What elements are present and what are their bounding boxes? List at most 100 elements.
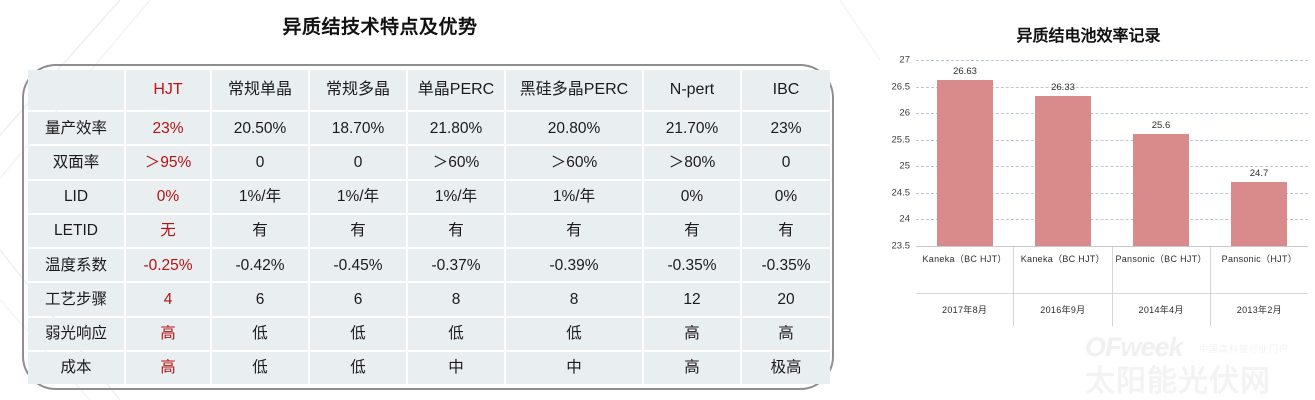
- gridline: [916, 113, 1308, 115]
- cell-black-si: 20.80%: [506, 112, 642, 145]
- y-axis-tick: 27: [899, 54, 910, 66]
- bar-group: 24.7: [1210, 60, 1308, 246]
- row-label: 工艺步骤: [28, 283, 124, 316]
- cell-mono-perc: 有: [408, 214, 504, 247]
- x-axis: Kaneka（BC HJT） 2017年8月 Kaneka（BC HJT） 2016年…: [916, 246, 1308, 326]
- cell-mono: 低: [212, 317, 308, 350]
- header-mono: 常规单晶: [212, 70, 308, 110]
- x-axis-category-date: 2017年8月: [942, 305, 988, 315]
- efficiency-chart-panel: 异质结电池效率记录 23.5 24 24.5 25 25.5 26 26.5 27 26.63…: [862, 0, 1315, 400]
- cell-hjt: 高: [126, 351, 210, 384]
- cell-poly: 有: [310, 214, 406, 247]
- y-axis-tick: 24: [899, 213, 910, 225]
- x-axis-category: Pansonic（BC HJT） 2014年4月: [1112, 247, 1211, 326]
- x-axis-category: Kaneka（BC HJT） 2016年9月: [1014, 247, 1113, 326]
- cell-black-si: ＞60%: [506, 146, 642, 179]
- cell-black-si: -0.39%: [506, 249, 642, 282]
- x-axis-separator: [1210, 293, 1308, 294]
- cell-hjt: -0.25%: [126, 249, 210, 282]
- y-axis-tick: 24.5: [891, 187, 911, 199]
- bar: [1132, 134, 1190, 246]
- table-row: 双面率 ＞95% 0 0 ＞60% ＞60% ＞80% 0: [28, 146, 830, 179]
- x-axis-category-name: Pansonic（BC HJT）: [1115, 254, 1207, 264]
- y-axis-tick: 26: [899, 107, 910, 119]
- table-header-row: HJT 常规单晶 常规多晶 单晶PERC 黑硅多晶PERC N-pert IBC: [28, 70, 830, 110]
- bar-series: 26.63 26.33 25.6 24.7: [916, 60, 1308, 246]
- cell-hjt: 4: [126, 283, 210, 316]
- header-npert: N-pert: [644, 70, 740, 110]
- row-label: 温度系数: [28, 249, 124, 282]
- cell-poly: 低: [310, 317, 406, 350]
- y-axis: 23.5 24 24.5 25 25.5 26 26.5 27: [878, 55, 914, 252]
- cell-npert: 0%: [644, 180, 740, 213]
- header-black-si-poly-perc: 黑硅多晶PERC: [506, 70, 642, 110]
- cell-black-si: 中: [506, 351, 642, 384]
- gridline: [916, 139, 1308, 141]
- cell-poly: 低: [310, 351, 406, 384]
- x-axis-category-name: Kaneka（BC HJT）: [1020, 254, 1105, 264]
- row-label: 成本: [28, 351, 124, 384]
- cell-mono-perc: ＞60%: [408, 146, 504, 179]
- cell-mono: 低: [212, 351, 308, 384]
- cell-poly: 18.70%: [310, 112, 406, 145]
- cell-poly: 1%/年: [310, 180, 406, 213]
- table-row: LETID 无 有 有 有 有 有 有: [28, 214, 830, 247]
- cell-mono: 20.50%: [212, 112, 308, 145]
- table-row: 成本 高 低 低 中 中 高 极高: [28, 351, 830, 384]
- x-axis-separator: [916, 293, 1014, 294]
- bar-value-label: 24.7: [1249, 168, 1269, 180]
- row-label: 双面率: [28, 146, 124, 179]
- header-mono-perc: 单晶PERC: [408, 70, 504, 110]
- cell-ibc: 23%: [742, 112, 830, 145]
- cell-hjt: 无: [126, 214, 210, 247]
- cell-ibc: 有: [742, 214, 830, 247]
- cell-mono-perc: 中: [408, 351, 504, 384]
- x-axis-category-name: Kaneka（BC HJT）: [922, 254, 1007, 264]
- y-axis-tick: 25: [899, 160, 910, 172]
- cell-mono: -0.42%: [212, 249, 308, 282]
- cell-poly: -0.45%: [310, 249, 406, 282]
- table-row: 弱光响应 高 低 低 低 低 高 高: [28, 317, 830, 350]
- bar-group: 26.33: [1014, 60, 1112, 246]
- x-axis-category-date: 2014年4月: [1138, 305, 1184, 315]
- cell-mono: 6: [212, 283, 308, 316]
- cell-black-si: 8: [506, 283, 642, 316]
- header-hjt: HJT: [126, 70, 210, 110]
- x-axis-category-date: 2013年2月: [1236, 305, 1282, 315]
- y-axis-tick: 26.5: [891, 81, 911, 93]
- cell-ibc: 20: [742, 283, 830, 316]
- cell-mono-perc: -0.37%: [408, 249, 504, 282]
- cell-npert: 高: [644, 351, 740, 384]
- cell-npert: 12: [644, 283, 740, 316]
- cell-npert: ＞80%: [644, 146, 740, 179]
- y-axis-tick: 25.5: [891, 134, 911, 146]
- page-title: 异质结技术特点及优势: [282, 17, 478, 38]
- cell-npert: -0.35%: [644, 249, 740, 282]
- bar-group: 25.6: [1112, 60, 1210, 246]
- cell-npert: 21.70%: [644, 112, 740, 145]
- chart-area: 23.5 24 24.5 25 25.5 26 26.5 27 26.63 26.33 25.6 2…: [878, 55, 1308, 350]
- header-corner-cell: [28, 70, 124, 110]
- gridline: [916, 219, 1308, 221]
- bar-value-label: 25.6: [1151, 120, 1171, 132]
- y-axis-tick: 23.5: [891, 240, 911, 252]
- cell-mono: 1%/年: [212, 180, 308, 213]
- cell-ibc: -0.35%: [742, 249, 830, 282]
- x-axis-separator: [1112, 293, 1210, 294]
- row-label: 弱光响应: [28, 317, 124, 350]
- table-row: 量产效率 23% 20.50% 18.70% 21.80% 20.80% 21.…: [28, 112, 830, 145]
- table-row: 温度系数 -0.25% -0.42% -0.45% -0.37% -0.39% …: [28, 249, 830, 282]
- cell-hjt: 0%: [126, 180, 210, 213]
- cell-mono: 有: [212, 214, 308, 247]
- cell-ibc: 极高: [742, 351, 830, 384]
- bar: [936, 79, 994, 246]
- cell-hjt: 23%: [126, 112, 210, 145]
- header-ibc: IBC: [742, 70, 830, 110]
- bar-value-label: 26.63: [953, 65, 977, 77]
- bar: [1230, 182, 1288, 246]
- bar-group: 26.63: [916, 60, 1014, 246]
- row-label: 量产效率: [28, 112, 124, 145]
- header-poly: 常规多晶: [310, 70, 406, 110]
- gridline: [916, 166, 1308, 168]
